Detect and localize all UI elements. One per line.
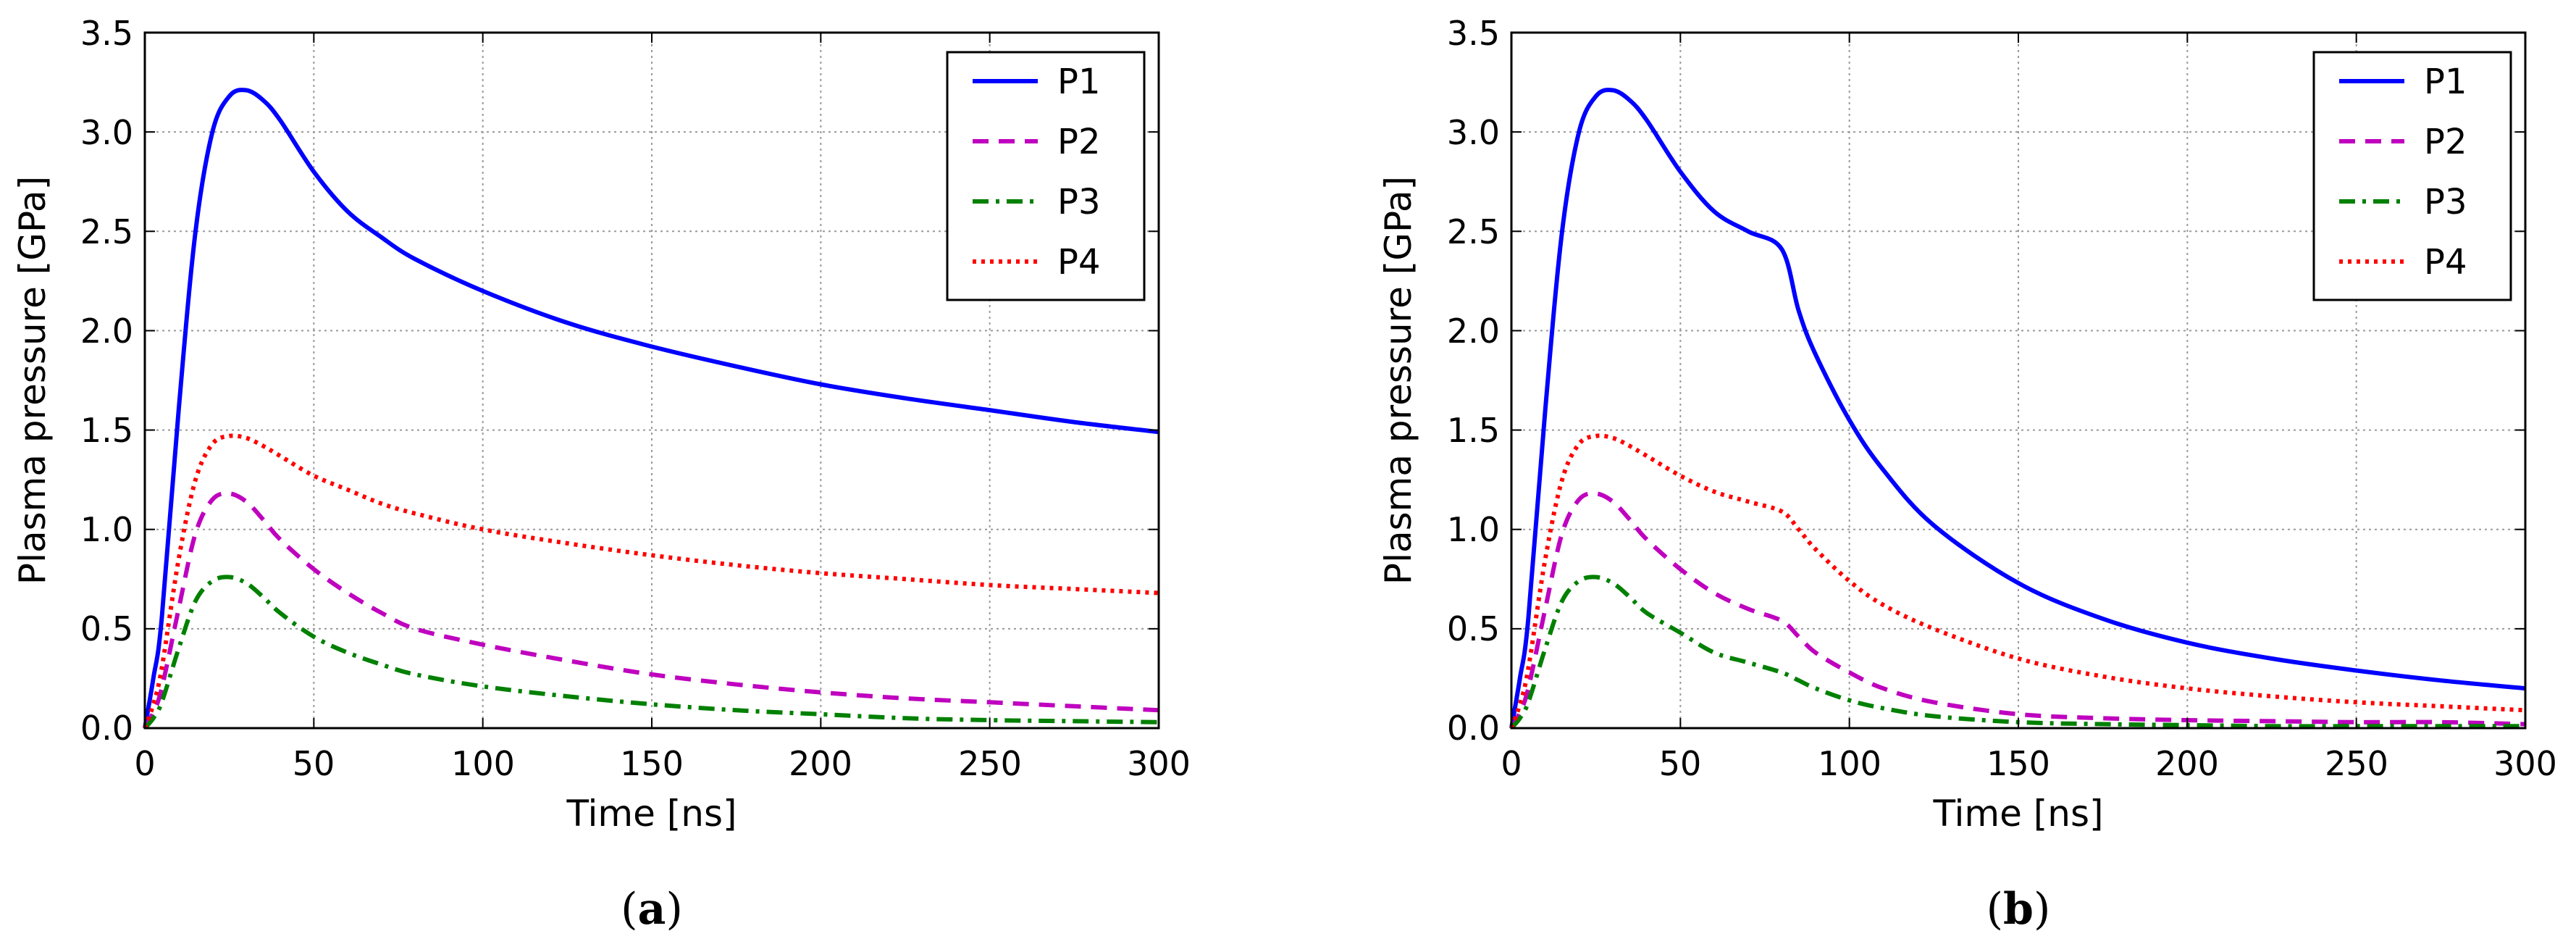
series-line-p3 bbox=[143, 575, 1159, 730]
series-line-p3 bbox=[1509, 575, 2525, 730]
x-tick-label: 150 bbox=[620, 744, 684, 783]
y-tick-label: 0.0 bbox=[1447, 709, 1500, 748]
series-layer bbox=[1509, 88, 2526, 730]
panel-caption-letter: b bbox=[2003, 884, 2034, 935]
y-tick-label: 2.5 bbox=[80, 212, 133, 251]
panel-a: 0.0 0.5 1.0 1.5 2.0 2.5 3.0 3.5 0 50 100… bbox=[12, 14, 1191, 935]
y-tick-label: 0.5 bbox=[80, 609, 133, 648]
y-tick-label: 2.0 bbox=[80, 312, 133, 351]
legend: P1 P2 P3 P4 bbox=[2312, 51, 2512, 301]
legend-label-p3: P3 bbox=[1057, 182, 1100, 222]
x-tick-label: 200 bbox=[789, 744, 852, 783]
legend-label-p4: P4 bbox=[1057, 242, 1100, 283]
legend-label-p1: P1 bbox=[1057, 62, 1100, 102]
series-line-p4 bbox=[143, 433, 1159, 730]
x-tick-label: 100 bbox=[451, 744, 515, 783]
panel-b: 0.0 0.5 1.0 1.5 2.0 2.5 3.0 3.5 0 50 100… bbox=[1377, 14, 2557, 935]
y-tick-label: 0.0 bbox=[80, 709, 133, 748]
y-tick-label: 3.5 bbox=[80, 14, 133, 53]
x-axis-label: Time [ns] bbox=[566, 793, 737, 835]
x-tick-label: 200 bbox=[2155, 744, 2219, 783]
x-tick-label: 100 bbox=[1818, 744, 1881, 783]
y-tick-label: 2.5 bbox=[1447, 212, 1500, 251]
y-axis-label: Plasma pressure [GPa] bbox=[1377, 176, 1419, 585]
x-tick-label: 250 bbox=[958, 744, 1022, 783]
ticks bbox=[144, 32, 1159, 729]
x-tick-label: 50 bbox=[293, 744, 335, 783]
series-line-p2 bbox=[143, 491, 1159, 730]
x-axis-label: Time [ns] bbox=[1932, 793, 2103, 835]
y-tick-label: 1.5 bbox=[1447, 411, 1500, 450]
series-line-p4 bbox=[1509, 433, 2526, 730]
y-tick-label: 0.5 bbox=[1447, 609, 1500, 648]
series-layer bbox=[143, 88, 1159, 730]
x-tick-labels: 0 50 100 150 200 250 300 bbox=[1501, 744, 2557, 783]
x-tick-label: 150 bbox=[1986, 744, 2050, 783]
legend-box bbox=[2312, 51, 2512, 301]
x-tick-label: 0 bbox=[134, 744, 155, 783]
x-tick-label: 300 bbox=[2493, 744, 2557, 783]
legend-label-p4: P4 bbox=[2424, 242, 2467, 283]
y-tick-label: 1.5 bbox=[80, 411, 133, 450]
panel-caption-letter: a bbox=[638, 884, 666, 935]
x-tick-labels: 0 50 100 150 200 250 300 bbox=[134, 744, 1191, 783]
x-tick-label: 0 bbox=[1501, 744, 1522, 783]
legend-label-p2: P2 bbox=[1057, 122, 1100, 162]
legend-label-p2: P2 bbox=[2424, 122, 2467, 162]
x-tick-label: 250 bbox=[2325, 744, 2388, 783]
series-line-p1 bbox=[143, 88, 1159, 729]
y-tick-label: 3.0 bbox=[80, 113, 133, 152]
y-tick-labels: 0.0 0.5 1.0 1.5 2.0 2.5 3.0 3.5 bbox=[1447, 14, 1500, 748]
y-tick-label: 1.0 bbox=[80, 510, 133, 549]
y-tick-labels: 0.0 0.5 1.0 1.5 2.0 2.5 3.0 3.5 bbox=[80, 14, 133, 748]
y-tick-label: 3.0 bbox=[1447, 113, 1500, 152]
legend-box bbox=[946, 51, 1146, 301]
y-tick-label: 2.0 bbox=[1447, 312, 1500, 351]
ticks bbox=[1511, 32, 2526, 729]
legend: P1 P2 P3 P4 bbox=[946, 51, 1146, 301]
y-tick-label: 3.5 bbox=[1447, 14, 1500, 53]
x-tick-label: 300 bbox=[1127, 744, 1191, 783]
legend-label-p3: P3 bbox=[2424, 182, 2467, 222]
y-tick-label: 1.0 bbox=[1447, 510, 1500, 549]
legend-label-p1: P1 bbox=[2424, 62, 2467, 102]
series-line-p2 bbox=[1509, 491, 2526, 730]
y-axis-label: Plasma pressure [GPa] bbox=[12, 176, 54, 585]
panel-caption: (a) bbox=[621, 884, 683, 935]
x-tick-label: 50 bbox=[1659, 744, 1702, 783]
series-line-p1 bbox=[1509, 88, 2526, 729]
panel-caption: (b) bbox=[1986, 884, 2051, 935]
